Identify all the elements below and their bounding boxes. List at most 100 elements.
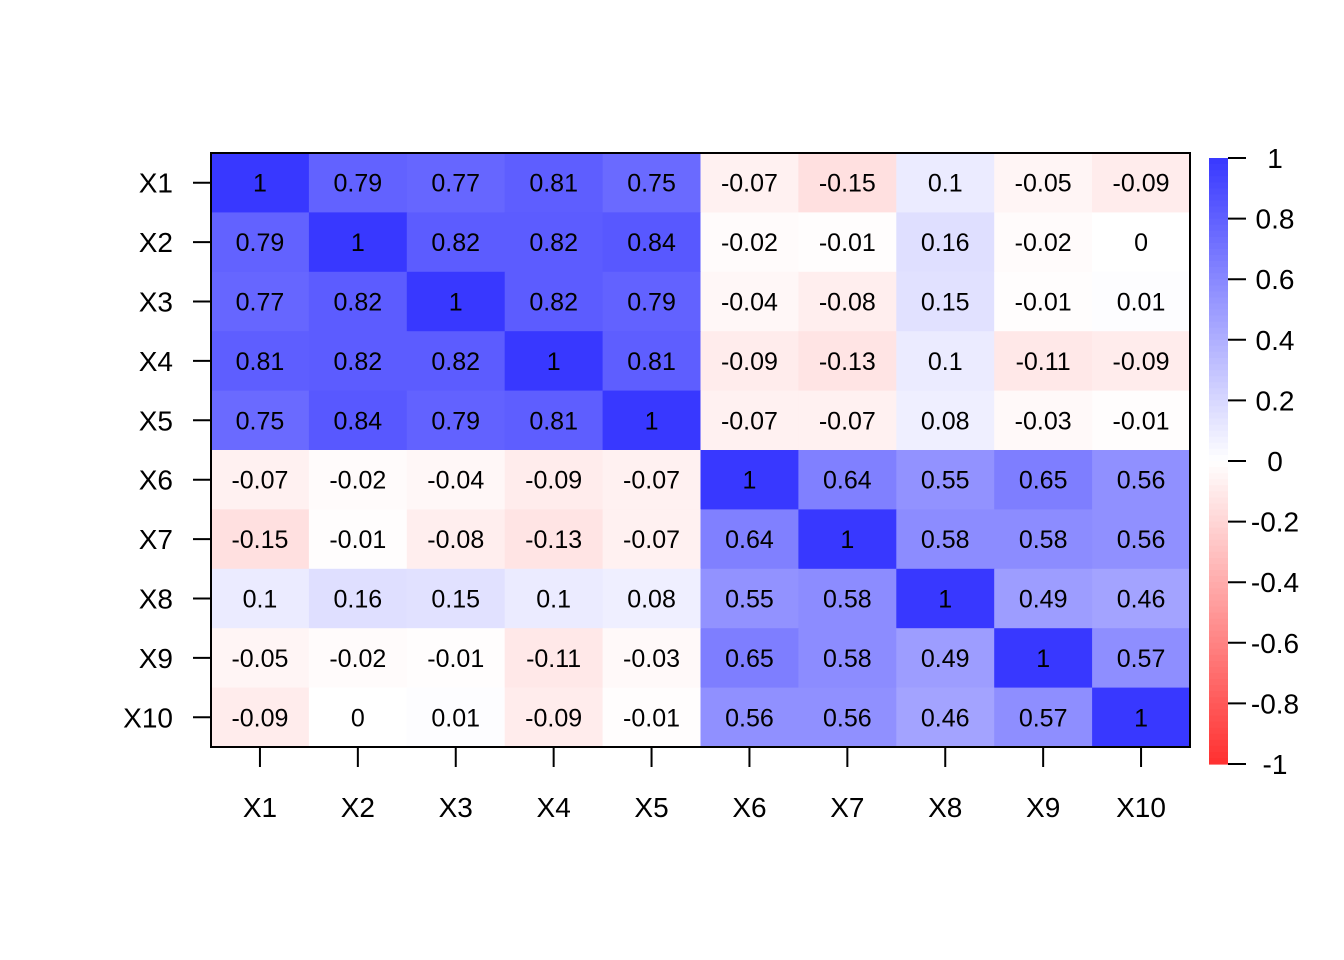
legend-color-step [1209,660,1228,668]
heatmap-cell [406,628,506,689]
y-tick-label: X3 [139,287,173,318]
legend-color-step [1209,376,1228,383]
cell-value-label: -0.09 [1113,170,1170,198]
heatmap-cell [308,509,408,570]
legend-color-step [1209,188,1228,195]
legend-color-step [1209,442,1228,450]
heatmap-cell [896,271,995,332]
legend-color-step [1209,200,1228,208]
legend-color-step [1209,254,1228,262]
cell-value-label: -0.04 [427,467,484,495]
heatmap-cell [700,153,799,213]
x-tick-label: X5 [634,792,668,823]
heatmap-cell [211,390,310,451]
cell-value-label: 0.56 [1117,467,1166,495]
heatmap-cell [602,509,701,570]
heatmap-cell [1092,450,1191,510]
cell-value-label: 0.75 [236,407,285,435]
heatmap-cell [700,509,799,570]
legend-color-step [1209,345,1228,353]
heatmap-cell [994,212,1093,273]
legend-color-step [1209,182,1228,189]
cell-value-label: 0.56 [1117,526,1166,554]
x-tick-label: X7 [830,792,864,823]
legend-color-step [1209,679,1228,686]
cell-value-label: 1 [1134,704,1148,732]
cell-value-label: 0.77 [431,170,480,198]
x-tick-label: X8 [928,792,962,823]
cell-value-label: 0 [1134,229,1148,257]
legend-color-step [1209,236,1228,244]
legend-color-step [1209,624,1228,632]
heatmap-cell [1092,331,1191,392]
heatmap-cell [602,271,701,332]
legend-tick-label: 0.4 [1256,325,1295,356]
heatmap-cell [211,628,310,689]
x-tick-label: X4 [537,792,571,823]
heatmap-cell [994,450,1093,510]
legend-color-step [1209,733,1228,741]
heatmap-cell [602,628,701,689]
cell-value-label: -0.07 [721,407,778,435]
cell-value-label: 0.65 [1019,467,1068,495]
legend-color-step [1209,715,1228,723]
cell-value-label: -0.01 [623,704,680,732]
cell-value-label: 0.56 [725,704,774,732]
cell-value-label: 0.58 [1019,526,1068,554]
cell-value-label: -0.09 [525,467,582,495]
legend-color-step [1209,206,1228,214]
legend-color-step [1209,515,1228,523]
cell-value-label: -0.07 [231,467,288,495]
legend-color-step [1209,642,1228,650]
heatmap-cell [211,568,310,629]
cell-value-label: -0.02 [329,645,386,673]
legend-tick-label: 0.6 [1256,264,1295,295]
x-tick-label: X2 [341,792,375,823]
legend-color-step [1209,727,1228,735]
cell-value-label: -0.01 [329,526,386,554]
heatmap-cell [406,509,506,570]
heatmap-cell [1092,271,1191,332]
legend-color-step [1209,721,1228,729]
heatmap-cell [308,331,408,392]
heatmap-cell [1092,212,1191,273]
heatmap-cell [406,687,506,748]
heatmap-cell [308,271,408,332]
cell-value-label: 0.65 [725,645,774,673]
legend-color-step [1209,557,1228,565]
cell-value-label: 0 [351,704,365,732]
cell-value-label: 0.82 [431,348,480,376]
legend-color-step [1209,279,1228,286]
cell-value-label: 0.64 [823,467,872,495]
legend-color-step [1209,673,1228,680]
legend-color-step [1209,570,1228,577]
cell-value-label: 1 [449,289,463,317]
cell-value-label: -0.05 [231,645,288,673]
heatmap-cell [602,153,701,213]
legend-color-step [1209,521,1228,529]
heatmap-cell [504,212,604,273]
cell-value-label: 0.57 [1117,645,1166,673]
legend-tick-label: 0 [1267,446,1283,477]
color-legend: 1 0.8 0.6 0.4 0.2 0 -0.2 -0.4 -0.6 -0.8 -1 [1209,143,1299,780]
heatmap-cell [1092,153,1191,213]
heatmap-cell [798,568,897,629]
heatmap-cell [1092,628,1191,689]
legend-color-step [1209,297,1228,305]
heatmap-cell [308,153,408,213]
heatmap-cell [798,153,897,213]
heatmap-cell [602,212,701,273]
heatmap-cell [896,331,995,392]
heatmap-cell [308,628,408,689]
legend-color-step [1209,351,1228,359]
cell-value-label: 1 [351,229,365,257]
legend-color-step [1209,751,1228,759]
legend-color-step [1209,430,1228,438]
legend-color-step [1209,321,1228,329]
legend-color-step [1209,291,1228,298]
y-tick-label: X8 [139,584,173,615]
legend-color-step [1209,224,1228,232]
legend-color-step [1209,473,1228,480]
cell-value-label: 0.64 [725,526,774,554]
legend-color-step [1209,315,1228,323]
